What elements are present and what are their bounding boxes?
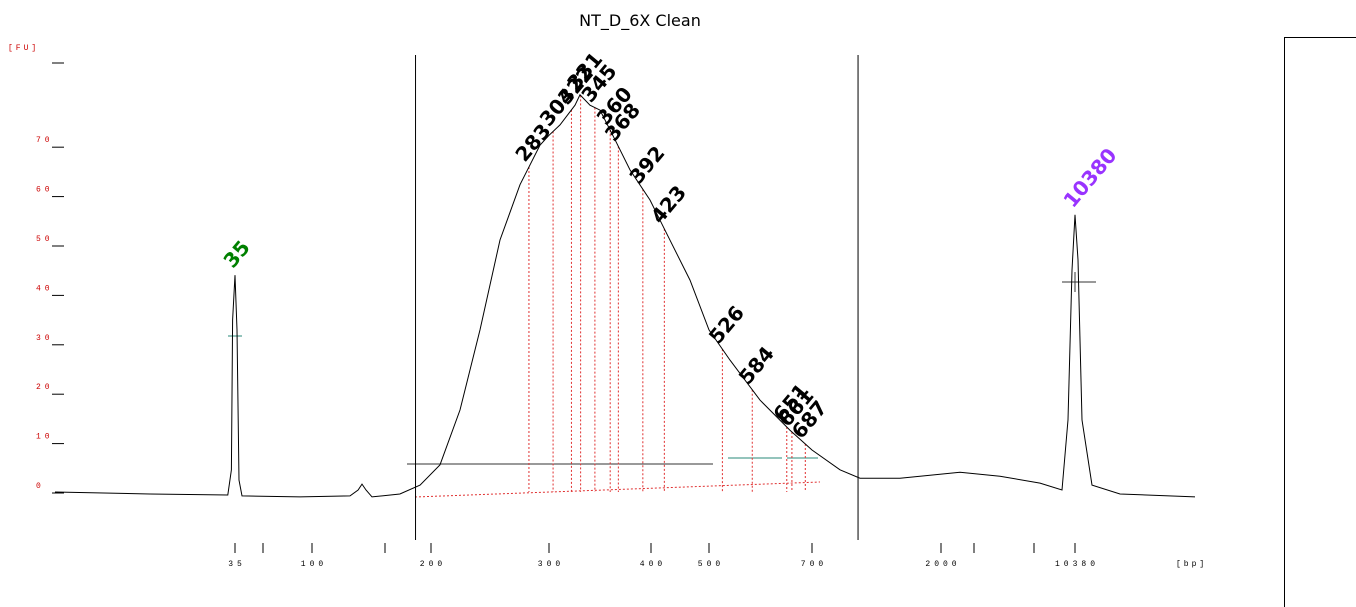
y-tick-label: 30 (36, 334, 54, 343)
peak-label: 584 (734, 342, 779, 389)
y-tick-label: 70 (36, 136, 54, 145)
y-tick-label: 10 (36, 433, 54, 442)
x-axis-label: [bp] (1176, 560, 1207, 569)
y-tick-label: 50 (36, 235, 54, 244)
x-tick-label: 100 (301, 560, 327, 569)
y-tick-label: 20 (36, 383, 54, 392)
x-tick-label: 700 (801, 560, 827, 569)
x-tick-label: 2000 (925, 560, 960, 569)
peak-label: 423 (646, 181, 691, 228)
x-tick-label: 500 (698, 560, 724, 569)
y-tick-label: 40 (36, 284, 54, 293)
x-tick-label: 300 (538, 560, 564, 569)
peak-label: 526 (704, 301, 749, 348)
x-tick-label: 200 (420, 560, 446, 569)
x-tick-label: 10380 (1055, 560, 1099, 569)
x-tick-label: 35 (228, 560, 246, 569)
chart-title: NT_D_6X Clean (579, 11, 701, 31)
y-tick-label: 0 (36, 482, 45, 491)
marker-label: 35 (218, 236, 254, 273)
side-panel (1284, 37, 1356, 607)
y-axis-label: [FU] (8, 44, 39, 53)
y-tick-label: 60 (36, 186, 54, 195)
baseline (414, 481, 821, 498)
trace (54, 93, 1196, 498)
x-tick-label: 400 (640, 560, 666, 569)
marker-label: 10380 (1058, 143, 1121, 212)
peak-label: 392 (624, 141, 669, 188)
